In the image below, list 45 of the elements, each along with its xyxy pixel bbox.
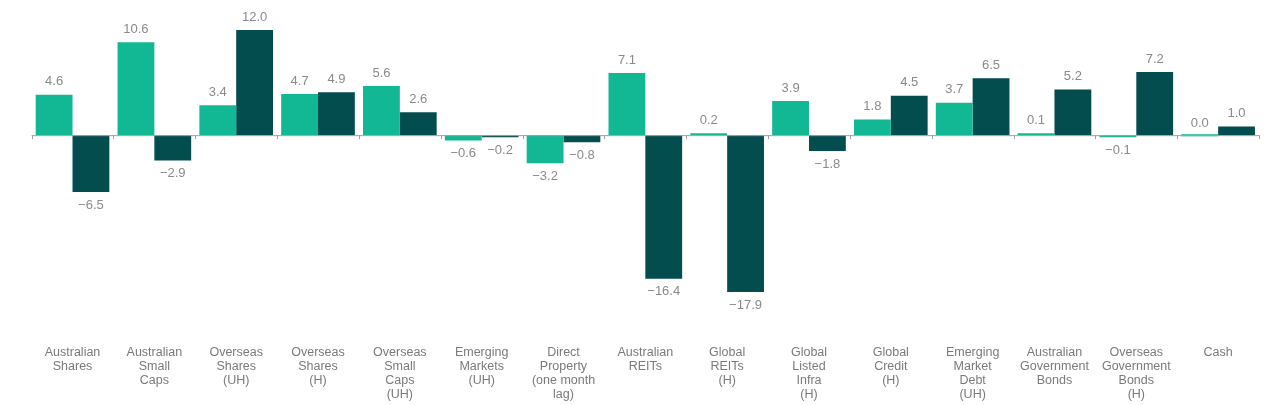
data-label: 4.7: [290, 72, 309, 88]
x-tick-label: Australian Government Bonds: [1020, 344, 1090, 388]
data-label: −16.4: [647, 283, 681, 299]
data-label: 2.6: [409, 90, 428, 106]
x-tick-label: Australian Shares: [44, 344, 101, 373]
data-label: 4.9: [327, 70, 346, 86]
data-label: −0.8: [569, 146, 595, 162]
x-tick-label: Overseas Government Bonds (H): [1101, 344, 1172, 402]
data-label: 3.9: [781, 79, 800, 95]
data-label: −1.8: [814, 155, 841, 171]
data-label: 12.0: [241, 8, 268, 24]
x-tick-label: Global Listed Infra (H): [790, 344, 828, 402]
x-tick-label: Overseas Small Caps (UH): [373, 344, 427, 402]
x-tick-label: Australian REITs: [617, 344, 674, 373]
data-label: 1.8: [863, 97, 882, 113]
data-label: 4.5: [900, 74, 919, 90]
data-label: 0.2: [699, 111, 718, 127]
x-tick-label: Overseas Shares (UH): [209, 344, 263, 388]
data-label: 1.0: [1227, 104, 1246, 120]
x-tick-label: Direct Property (one month lag): [531, 344, 596, 402]
data-label: 6.5: [982, 56, 1001, 72]
data-label: 7.1: [617, 51, 636, 67]
data-label: −2.9: [159, 165, 186, 181]
data-label: 3.7: [945, 81, 964, 97]
data-label: −0.1: [1105, 141, 1131, 157]
data-label: −3.2: [532, 167, 558, 183]
data-label: 5.6: [372, 64, 391, 80]
x-tick-label: Emerging Market Debt (UH): [945, 344, 1000, 402]
x-tick-label: Cash: [1203, 344, 1233, 359]
data-label: −6.5: [78, 196, 104, 212]
data-label: 4.6: [45, 73, 64, 89]
data-label: −0.2: [487, 141, 513, 157]
data-label: 0.0: [1190, 114, 1209, 130]
data-label: 7.2: [1145, 50, 1164, 66]
data-label: −17.9: [729, 296, 763, 312]
x-tick-label: Emerging Markets (UH): [454, 344, 509, 388]
x-tick-label: Global REITs (H): [709, 344, 746, 388]
data-label: −0.6: [450, 144, 477, 160]
data-label: 0.1: [1027, 111, 1046, 127]
x-tick-label: Overseas Shares (H): [291, 344, 345, 388]
x-tick-label: Australian Small Caps: [126, 344, 183, 388]
data-label: 10.6: [123, 20, 149, 36]
x-tick-label: Global Credit (H): [872, 344, 909, 388]
data-label: 5.2: [1063, 68, 1082, 84]
data-label: 3.4: [208, 83, 227, 99]
